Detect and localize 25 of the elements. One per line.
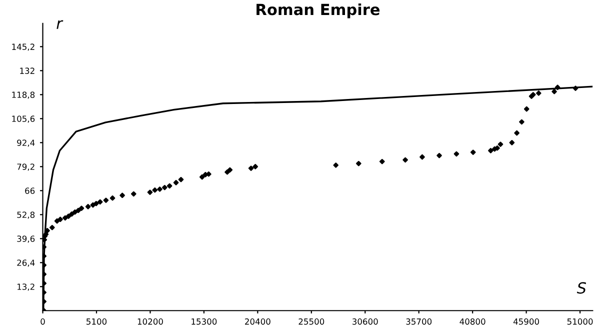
x-tick-label: 25500 bbox=[298, 318, 324, 325]
x-tick-label: 10200 bbox=[138, 318, 163, 325]
y-tick-label: 118,8 bbox=[12, 92, 35, 99]
x-tick-label: 30600 bbox=[352, 318, 378, 325]
y-tick-label: 132 bbox=[20, 68, 34, 74]
y-tick-label: 145,2 bbox=[12, 44, 34, 51]
x-tick-label: 40800 bbox=[460, 318, 486, 325]
y-tick-label: 92,4 bbox=[17, 140, 35, 147]
y-tick-label: 13,2 bbox=[17, 284, 34, 291]
y-tick-label: 39,6 bbox=[17, 236, 35, 243]
y-axis-title: r bbox=[56, 20, 64, 29]
y-tick-label: 52,8 bbox=[17, 212, 35, 219]
chart-title: Roman Empire bbox=[256, 3, 380, 18]
y-tick-label: 105,6 bbox=[12, 116, 35, 123]
y-tick-label: 66 bbox=[25, 188, 35, 194]
y-tick-label: 79,2 bbox=[17, 164, 34, 171]
x-tick-label: 5100 bbox=[86, 318, 107, 325]
x-tick-label: 51000 bbox=[567, 318, 593, 325]
y-tick-label: 26,4 bbox=[17, 260, 35, 267]
x-tick-label: 35700 bbox=[406, 318, 432, 325]
x-tick-label: 15300 bbox=[192, 318, 217, 325]
x-tick-label: 0 bbox=[40, 318, 45, 325]
x-tick-label: 20400 bbox=[245, 318, 270, 325]
x-axis-title: S bbox=[576, 282, 586, 294]
x-tick-label: 45900 bbox=[513, 318, 540, 325]
